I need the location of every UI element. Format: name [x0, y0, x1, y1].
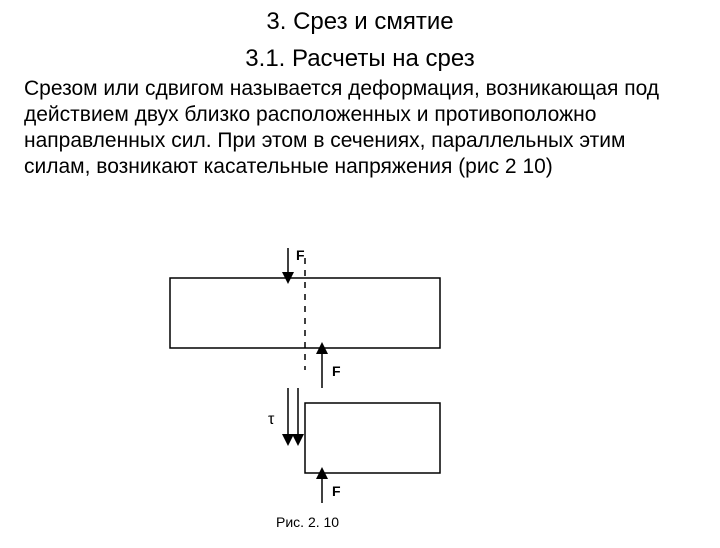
- body-paragraph: Срезом или сдвигом называется деформация…: [24, 76, 696, 181]
- svg-text:τ: τ: [268, 411, 275, 428]
- svg-text:F: F: [332, 363, 341, 379]
- subsection-title: 3.1. Расчеты на срез: [0, 45, 720, 74]
- svg-text:F: F: [296, 247, 305, 263]
- svg-text:F: F: [332, 483, 341, 499]
- figure-caption: Рис. 2. 10: [276, 514, 339, 530]
- section-title: 3. Срез и смятие: [0, 8, 720, 37]
